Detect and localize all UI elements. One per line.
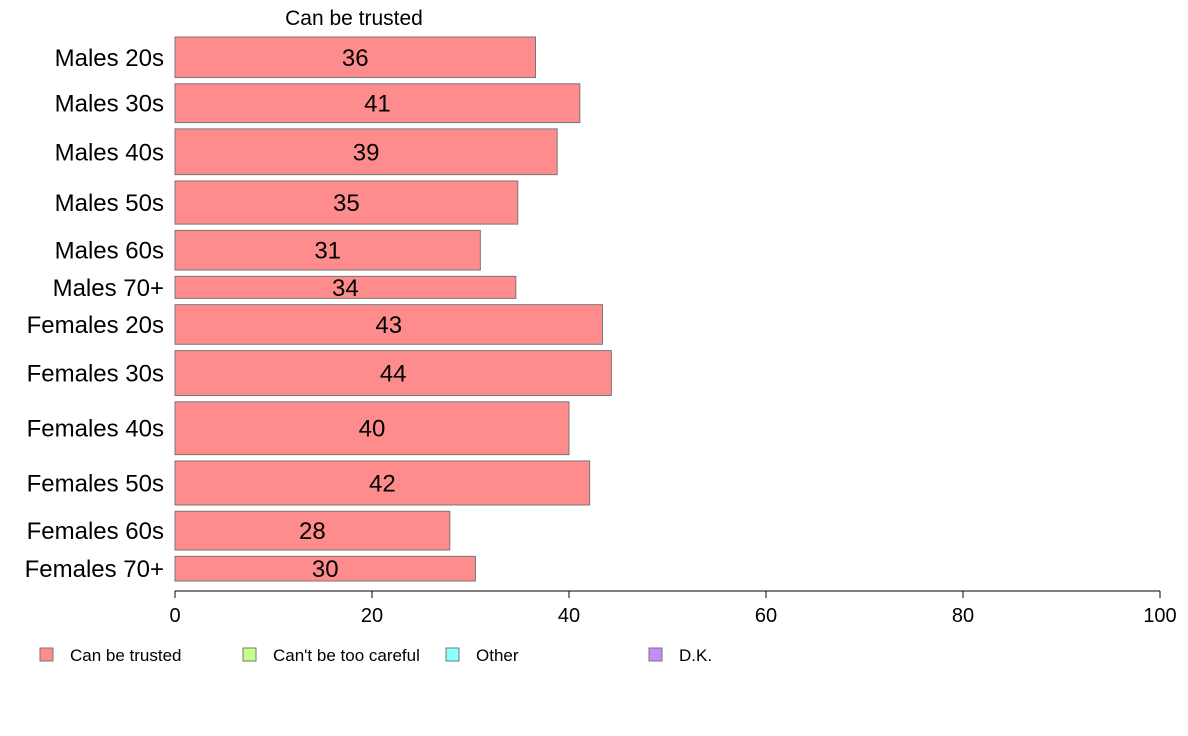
legend-label: Other [476,646,519,665]
category-labels: Males 20s Males 30s Males 40s Males 50s Male… [25,45,164,583]
x-axis: 0 20 40 60 80 100 [169,590,1177,627]
x-tick-label: 20 [361,605,383,627]
legend-label: Can't be too careful [273,646,420,665]
bar-1 [174,36,537,79]
category-label: Males 30s [55,91,164,118]
legend-label: Can be trusted [70,646,182,665]
category-label: Females 50s [27,470,164,497]
category-label: Males 20s [55,45,164,72]
x-tick-label: 60 [755,605,777,627]
x-tick-label: 0 [169,605,180,627]
category-label: Females 60s [27,518,164,545]
bar-7 [174,304,603,345]
legend-swatch [445,647,460,662]
legend-swatch [648,647,663,662]
value-label: 42 [369,470,396,497]
category-label: Males 40s [55,139,164,166]
value-label: 28 [299,518,326,545]
bar-4 [174,180,519,225]
bar-5 [174,229,481,271]
category-label: Females 20s [27,312,164,339]
legend-swatch [242,647,257,662]
category-label: Females 40s [27,416,164,443]
value-labels: 36 41 39 35 31 34 43 44 40 42 28 30 [299,45,406,583]
value-label: 44 [380,361,407,388]
value-label: 41 [364,91,391,118]
value-label: 31 [314,238,341,265]
value-label: 40 [359,416,386,443]
category-label: Males 60s [55,238,164,265]
bar-11 [174,510,451,551]
value-label: 39 [353,139,380,166]
category-label: Males 50s [55,190,164,217]
bar-9 [174,401,570,456]
category-label: Females 30s [27,361,164,388]
bar-12 [174,555,476,582]
x-tick-label: 100 [1143,605,1176,627]
category-label: Females 70+ [25,556,164,583]
bar-6 [174,275,517,299]
value-label: 36 [342,45,369,72]
value-label: 34 [332,275,359,302]
x-tick-label: 80 [952,605,974,627]
bar-8 [174,350,612,397]
value-label: 43 [375,312,402,339]
bar-10 [174,460,591,506]
bars [174,36,612,582]
category-label: Males 70+ [53,275,164,302]
legend-label: D.K. [679,646,712,665]
bar-3 [174,128,558,176]
legend-swatch [39,647,54,662]
legend: Can be trusted Can't be too careful Other D… [39,646,712,665]
value-label: 30 [312,556,339,583]
bar-2 [174,83,581,124]
value-label: 35 [333,190,360,217]
x-tick-label: 40 [558,605,580,627]
panel-title: Can be trusted [285,7,423,30]
